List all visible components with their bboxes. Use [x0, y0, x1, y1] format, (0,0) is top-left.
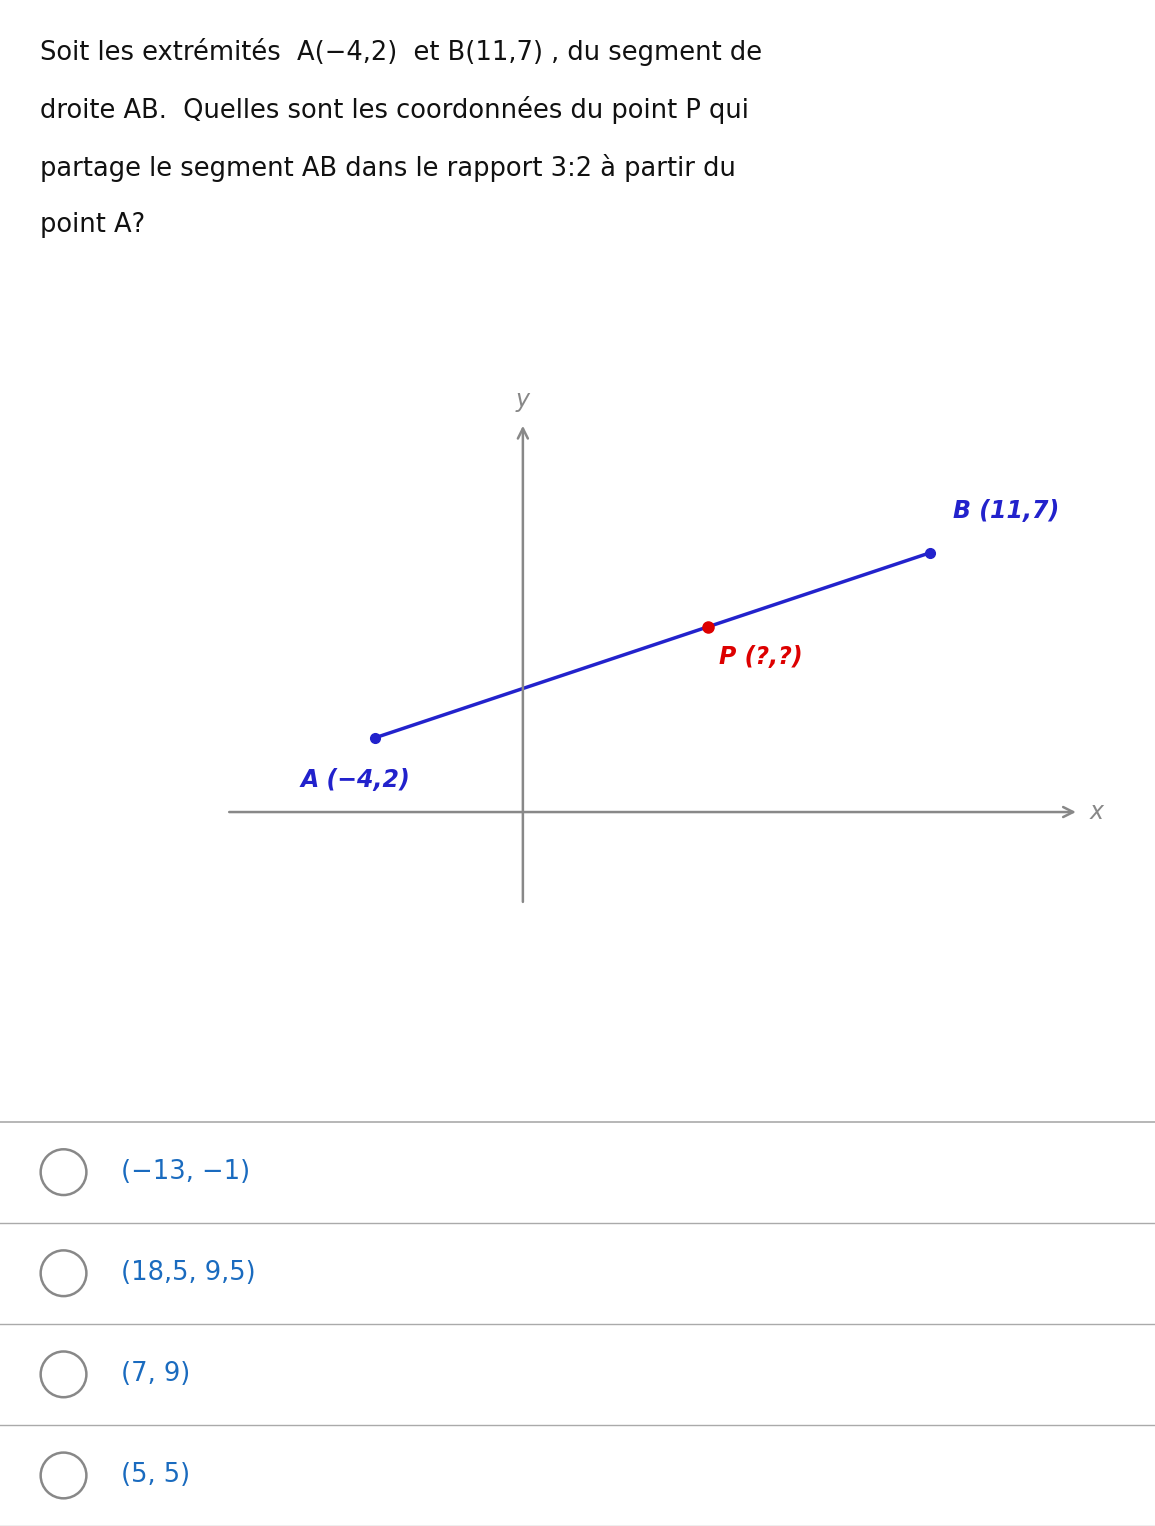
Text: partage le segment AB dans le rapport 3:2 à partir du: partage le segment AB dans le rapport 3:…	[40, 154, 736, 182]
Text: (5, 5): (5, 5)	[121, 1462, 191, 1488]
Text: (7, 9): (7, 9)	[121, 1361, 191, 1387]
Text: y: y	[516, 388, 530, 412]
Text: droite AB.  Quelles sont les coordonnées du point P qui: droite AB. Quelles sont les coordonnées …	[40, 96, 750, 124]
Text: point A?: point A?	[40, 212, 146, 238]
Text: x: x	[1090, 800, 1104, 824]
Text: (−13, −1): (−13, −1)	[121, 1160, 251, 1186]
Text: Soit les extrémités  A(−4,2)  et B(11,7) , du segment de: Soit les extrémités A(−4,2) et B(11,7) ,…	[40, 38, 762, 66]
Text: P (?,?): P (?,?)	[720, 645, 803, 670]
Text: (18,5, 9,5): (18,5, 9,5)	[121, 1260, 256, 1286]
Text: B (11,7): B (11,7)	[953, 499, 1059, 523]
Text: A (−4,2): A (−4,2)	[300, 768, 410, 792]
